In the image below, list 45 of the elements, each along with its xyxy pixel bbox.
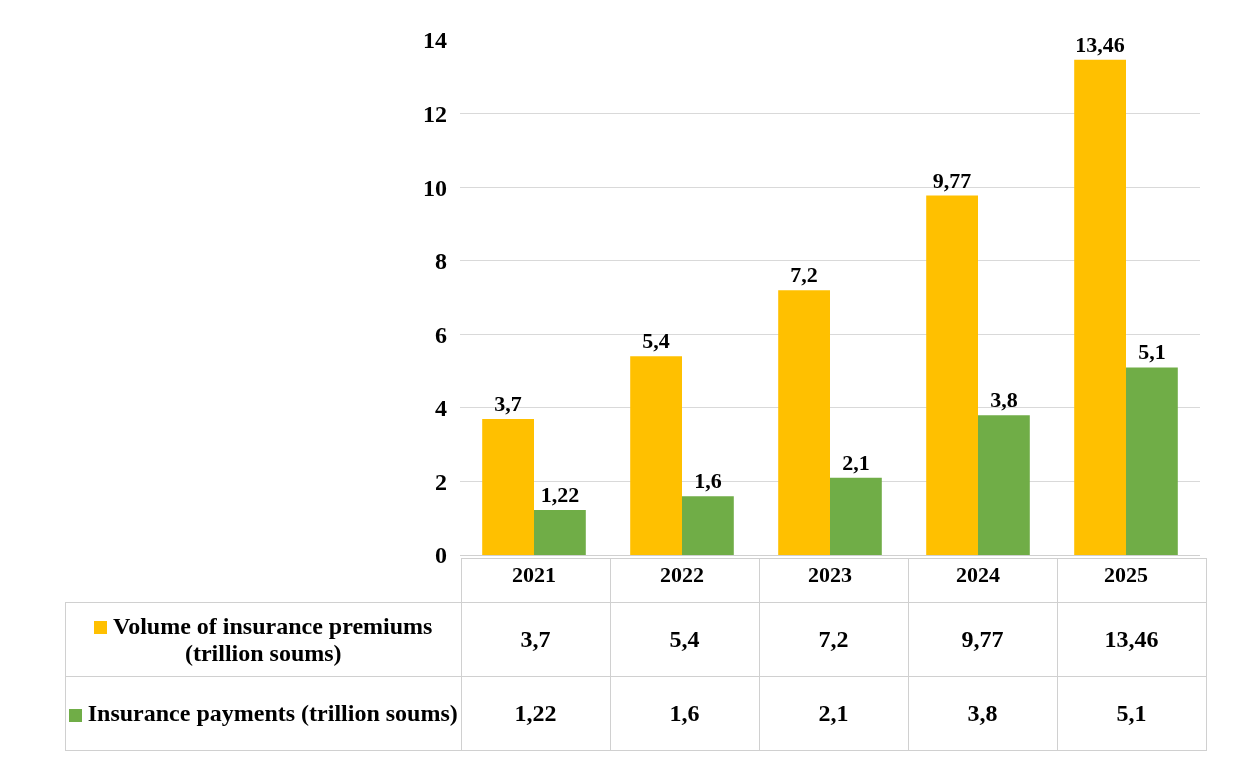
- bar: [682, 496, 734, 555]
- bar: [978, 415, 1030, 555]
- y-tick-label: 2: [435, 468, 447, 495]
- text: 7,2: [790, 262, 818, 288]
- x-tick-label: 2024: [956, 562, 1000, 588]
- legend-label: Insurance payments (trillion soums): [65, 676, 461, 751]
- text: 9,77: [932, 167, 972, 193]
- text: 3,8: [990, 387, 1018, 413]
- text: 13,46: [1075, 31, 1125, 57]
- y-tick-label: 8: [435, 248, 447, 275]
- bar: [534, 510, 586, 555]
- bar: [778, 290, 830, 555]
- x-tick-label: 2023: [808, 562, 852, 588]
- x-tick-label: 2021: [512, 562, 556, 588]
- bar: [1074, 59, 1126, 555]
- text: 1,22: [540, 482, 580, 508]
- data-label: 13,46: [1057, 602, 1206, 677]
- legend-label: Volume of insurance premiums (trillion soums): [65, 602, 461, 677]
- text: 5,1: [1138, 339, 1166, 365]
- bar: [630, 356, 682, 555]
- x-tick-label: 2025: [1104, 562, 1148, 588]
- data-label: 7,2: [759, 602, 908, 677]
- bar: [926, 195, 978, 555]
- bar: [482, 418, 534, 555]
- data-label: 5,1: [1057, 676, 1206, 751]
- data-label: 9,77: [908, 602, 1057, 677]
- y-tick-label: 12: [423, 100, 447, 127]
- y-tick-label: 6: [435, 321, 447, 348]
- x-tick-label: 2022: [660, 562, 704, 588]
- y-tick-label: 4: [435, 395, 447, 422]
- y-tick-label: 0: [435, 542, 447, 569]
- text: 3,7: [494, 390, 522, 416]
- bar: [830, 477, 882, 555]
- data-label: 1,22: [461, 676, 610, 751]
- text: 2,1: [842, 449, 870, 475]
- y-tick-label: 10: [423, 174, 447, 201]
- data-label: 5,4: [610, 602, 759, 677]
- data-label: 1,6: [610, 676, 759, 751]
- text: 5,4: [642, 328, 670, 354]
- data-label: 3,8: [908, 676, 1057, 751]
- data-label: 3,7: [461, 602, 610, 677]
- data-label: 2,1: [759, 676, 908, 751]
- text: 1,6: [694, 468, 722, 494]
- y-tick-label: 14: [423, 27, 447, 54]
- bar: [1126, 367, 1178, 555]
